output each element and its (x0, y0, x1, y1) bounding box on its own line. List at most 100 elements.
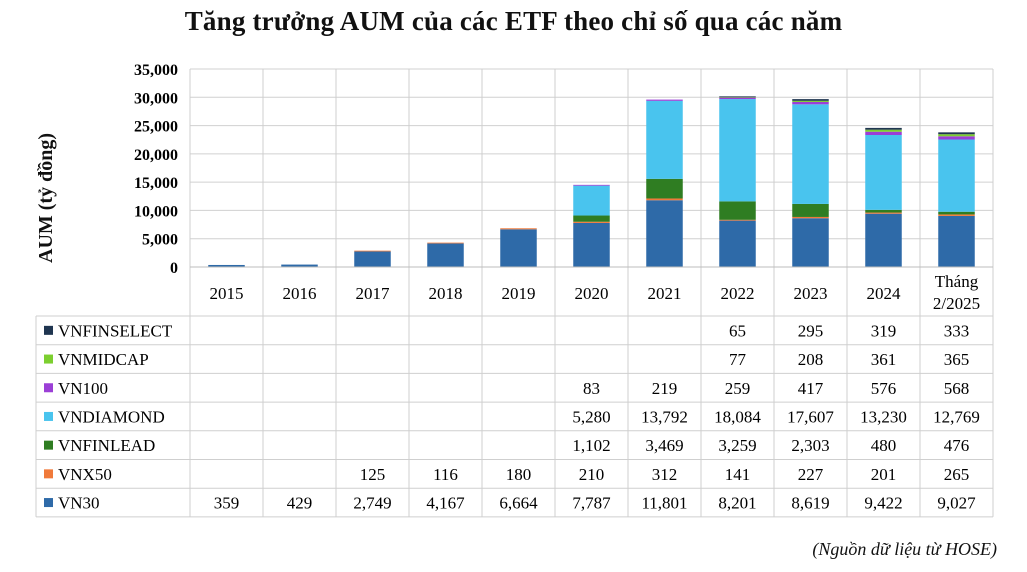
table-cell-value: 210 (579, 465, 605, 484)
bar-segment-vn30 (719, 220, 756, 267)
bar-segment-vnfinlead (792, 203, 829, 217)
bar-segment-vnfinselect (865, 127, 902, 130)
bar-segment-vnx50 (865, 212, 902, 214)
legend-key-vnfinlead (44, 440, 53, 450)
table-cell-value: 7,787 (572, 494, 611, 513)
x-tick-label: 2021 (648, 284, 682, 303)
table-cell-value: 3,259 (718, 436, 756, 455)
table-cell-value: 265 (944, 465, 970, 484)
table-cell-value: 125 (360, 465, 386, 484)
y-tick-label: 10,000 (134, 203, 178, 220)
table-cell-value: 576 (871, 379, 897, 398)
x-tick-label: 2017 (356, 284, 391, 303)
bar-segment-vndiamond (865, 135, 902, 210)
bar-segment-vn30 (208, 264, 245, 267)
bar-segment-vndiamond (792, 104, 829, 204)
y-tick-label: 15,000 (134, 175, 178, 192)
x-tick-label: 2/2025 (933, 294, 980, 313)
legend-key-vnmidcap (44, 354, 53, 364)
source-note: (Nguồn dữ liệu từ HOSE) (812, 539, 997, 559)
legend-label-vndiamond: VNDIAMOND (58, 407, 165, 426)
legend-label-vnx50: VNX50 (58, 465, 112, 484)
bar-segment-vn30 (792, 218, 829, 267)
bar-segment-vn30 (573, 222, 610, 267)
bar-segment-vn30 (938, 215, 975, 267)
bar-segment-vn100 (792, 101, 829, 105)
table-cell-value: 208 (798, 350, 824, 369)
bar-segment-vn100 (865, 131, 902, 136)
y-tick-label: 5,000 (142, 232, 178, 249)
bar-segment-vnx50 (427, 242, 464, 244)
bar-segment-vn30 (865, 213, 902, 267)
table-cell-value: 319 (871, 321, 897, 340)
legend-label-vnmidcap: VNMIDCAP (58, 350, 149, 369)
bar-segment-vn30 (427, 243, 464, 267)
bar-segment-vndiamond (719, 99, 756, 202)
bar-segment-vn30 (500, 229, 537, 267)
x-tick-label: 2023 (794, 284, 828, 303)
legend-key-vn100 (44, 383, 53, 393)
x-tick-label: 2020 (575, 284, 609, 303)
bar-segment-vnfinlead (573, 215, 610, 222)
table-cell-value: 480 (871, 436, 897, 455)
bar-segment-vn100 (719, 97, 756, 100)
table-cell-value: 201 (871, 465, 897, 484)
bar-segment-vnx50 (792, 216, 829, 219)
legend-label-vnfinselect: VNFINSELECT (58, 321, 173, 340)
table-cell-value: 476 (944, 436, 970, 455)
table-cell-value: 13,792 (641, 407, 688, 426)
y-tick-label: 35,000 (134, 62, 178, 79)
bar-segment-vnfinlead (865, 209, 902, 213)
y-tick-label: 30,000 (134, 90, 178, 107)
table-cell-value: 141 (725, 465, 751, 484)
table-cell-value: 77 (729, 350, 747, 369)
bar-segment-vnmidcap (865, 129, 902, 132)
legend-label-vn30: VN30 (58, 494, 100, 513)
table-cell-value: 6,664 (499, 494, 538, 513)
bar-segment-vnx50 (500, 228, 537, 230)
table-cell-value: 365 (944, 350, 970, 369)
bar-segment-vnfinselect (938, 132, 975, 135)
table-cell-value: 295 (798, 321, 824, 340)
bar-segment-vnx50 (646, 198, 683, 201)
table-cell-value: 4,167 (426, 494, 465, 513)
bar-segment-vnx50 (938, 214, 975, 216)
bar-segment-vn100 (938, 136, 975, 140)
bar-segment-vndiamond (938, 139, 975, 212)
bar-segment-vnfinlead (938, 211, 975, 215)
bar-segment-vn30 (354, 251, 391, 267)
table-cell-value: 8,619 (791, 494, 829, 513)
bar-segment-vndiamond (573, 185, 610, 216)
x-tick-label: 2019 (502, 284, 536, 303)
bar-segment-vnfinselect (792, 99, 829, 101)
legend-label-vnfinlead: VNFINLEAD (58, 436, 155, 455)
x-tick-label: Tháng (935, 272, 979, 291)
legend-label-vn100: VN100 (58, 379, 108, 398)
bar-segment-vnfinselect (719, 96, 756, 98)
bar-segment-vndiamond (646, 100, 683, 179)
table-cell-value: 2,749 (353, 494, 391, 513)
x-tick-label: 2016 (283, 284, 317, 303)
bar-segment-vnx50 (719, 219, 756, 221)
bar-segment-vnfinlead (646, 178, 683, 199)
x-tick-label: 2018 (429, 284, 463, 303)
table-cell-value: 333 (944, 321, 970, 340)
table-cell-value: 83 (583, 379, 600, 398)
bar-segment-vnx50 (573, 221, 610, 223)
table-cell-value: 5,280 (572, 407, 610, 426)
table-cell-value: 312 (652, 465, 678, 484)
legend-key-vnx50 (44, 469, 53, 479)
table-cell-value: 116 (433, 465, 458, 484)
bar-segment-vnmidcap (792, 100, 829, 102)
legend-key-vndiamond (44, 411, 53, 421)
y-tick-label: 0 (170, 260, 178, 277)
bar-segment-vnx50 (354, 250, 391, 252)
table-cell-value: 361 (871, 350, 897, 369)
table-cell-value: 1,102 (572, 436, 610, 455)
table-cell-value: 11,801 (641, 494, 687, 513)
table-cell-value: 65 (729, 321, 746, 340)
y-tick-label: 25,000 (134, 119, 178, 136)
bar-segment-vnmidcap (938, 134, 975, 137)
bar-segment-vn30 (281, 264, 318, 267)
